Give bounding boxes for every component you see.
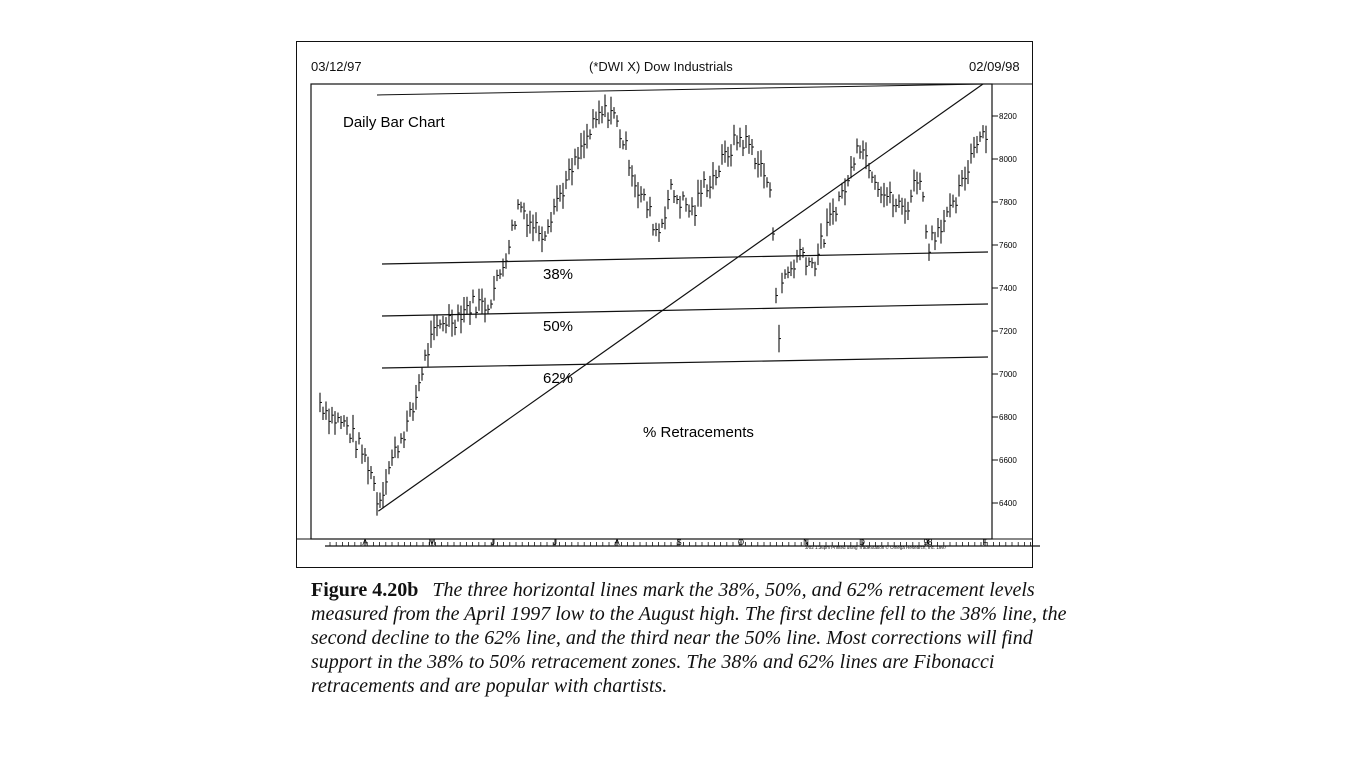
retracement-label: 38% [543, 266, 573, 283]
start-date: 03/12/97 [311, 59, 362, 74]
y-tick-label: 7800 [999, 198, 1017, 207]
retracement-line [381, 251, 989, 265]
retracement-label: 50% [543, 318, 573, 335]
y-tick-label: 8200 [999, 112, 1017, 121]
y-tick-label: 6400 [999, 499, 1017, 508]
x-tick-label: A [362, 538, 368, 547]
end-date: 02/09/98 [969, 59, 1020, 74]
y-axis: 8200 8000 7800 7600 7400 7200 7000 6800 6600 6400 [992, 112, 1017, 508]
retracement-line [381, 303, 989, 317]
plot-area [310, 83, 993, 540]
figure-caption: Figure 4.20b The three horizontal lines m… [311, 578, 1071, 698]
trendline [378, 83, 984, 512]
top-reference-line [376, 83, 986, 96]
y-tick-label: 7200 [999, 327, 1017, 336]
chart-subtitle: Daily Bar Chart [343, 114, 446, 131]
caption-text: The three horizontal lines mark the 38%,… [311, 579, 1067, 697]
chart-title: (*DWI X) Dow Industrials [589, 59, 733, 74]
x-axis: A M J J A S O N D 98 F [329, 538, 1031, 547]
y-tick-label: 6800 [999, 413, 1017, 422]
chart-frame [296, 41, 1033, 568]
x-tick-label: J [491, 538, 495, 547]
x-tick-label: A [614, 538, 620, 547]
x-tick-label: S [676, 538, 681, 547]
y-tick-label: 6600 [999, 456, 1017, 465]
y-tick-label: 7400 [999, 284, 1017, 293]
y-tick-label: 7000 [999, 370, 1017, 379]
y-tick-label: 8000 [999, 155, 1017, 164]
x-tick-label: N [803, 538, 809, 547]
x-tick-label: F [983, 538, 988, 547]
retracement-annotation: % Retracements [643, 424, 754, 441]
x-tick-label: J [553, 538, 557, 547]
y-tick-label: 7600 [999, 241, 1017, 250]
retracement-levels: 38% 50% 62% [381, 251, 989, 387]
x-tick-label: D [859, 538, 865, 547]
figure-label: Figure 4.20b [311, 579, 419, 601]
retracement-line [381, 356, 989, 369]
retracement-label: 62% [543, 370, 573, 387]
x-tick-label: M [429, 538, 436, 547]
x-tick-label: O [738, 538, 744, 547]
price-bars [319, 94, 988, 516]
chart-svg: 38% 50% 62% 8200 8000 7800 7600 7400 7200 7000 68… [296, 83, 1040, 550]
credit-line: 3/02 1:36pm Printed using TradeStation ©… [805, 544, 947, 550]
x-tick-label: 98 [924, 538, 933, 547]
